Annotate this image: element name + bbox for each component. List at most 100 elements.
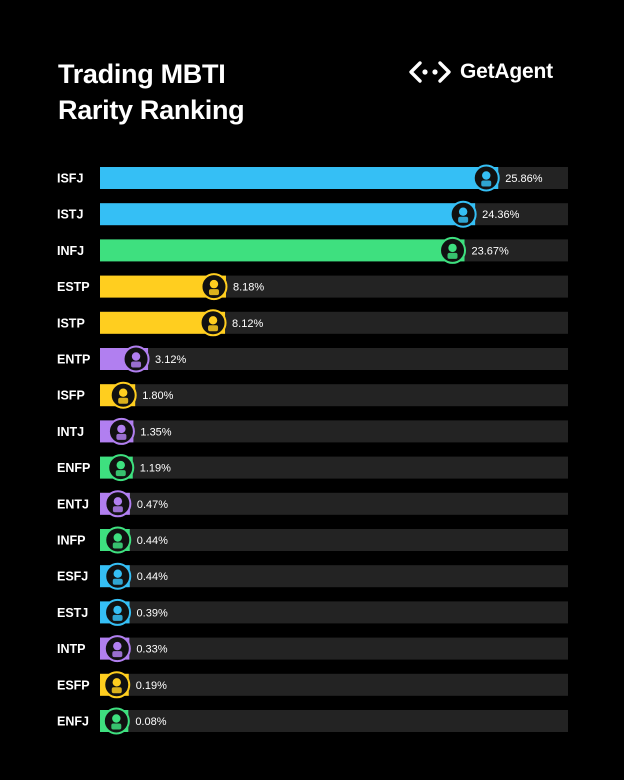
category-label: ENFP (57, 461, 90, 475)
bar-row-infj: INFJ 23.67% (57, 236, 568, 264)
value-label: 0.39% (137, 607, 168, 619)
page-title: Trading MBTI Rarity Ranking (58, 56, 245, 128)
category-label: INTJ (57, 425, 84, 439)
value-label: 1.35% (140, 426, 171, 438)
value-label: 8.18% (233, 282, 264, 294)
avatar-body (481, 180, 492, 187)
avatar-body (111, 723, 122, 730)
bar (100, 239, 465, 262)
avatar-head (208, 316, 218, 325)
avatar-body (112, 506, 123, 513)
category-label: ISFP (57, 389, 85, 403)
category-label: ENTJ (57, 497, 89, 511)
bar-row-entj: ENTJ 0.47% (57, 490, 568, 518)
category-label: ISFJ (57, 172, 83, 186)
avatar-body (112, 542, 123, 549)
avatar-body (208, 289, 219, 296)
avatar-head (458, 207, 468, 216)
bar-track (100, 529, 568, 551)
category-label: INTP (57, 642, 85, 656)
avatar-body (112, 651, 123, 658)
bar-track (100, 492, 568, 515)
brand-logo: GetAgent (408, 58, 553, 86)
avatar-head (482, 171, 491, 180)
avatar-head (112, 714, 121, 723)
value-label: 0.44% (137, 571, 168, 583)
bar-row-istp: ISTP 8.12% (57, 309, 568, 337)
brand-name: GetAgent (460, 60, 553, 83)
title-line-1: Trading MBTI (58, 59, 226, 89)
value-label: 24.36% (482, 209, 520, 221)
avatar-head (117, 424, 126, 434)
avatar-head (209, 279, 219, 289)
bar-track (100, 456, 568, 479)
bar-row-enfp: ENFP 1.19% (57, 454, 568, 482)
bar-row-intp: INTP 0.33% (57, 635, 568, 663)
avatar-body (116, 433, 127, 440)
value-label: 8.12% (232, 318, 263, 330)
bar-row-esfj: ESFJ 0.44% (57, 562, 568, 590)
category-label: ENTP (57, 353, 90, 367)
avatar-body (115, 470, 126, 477)
bar-track (100, 565, 568, 588)
avatar-body (111, 687, 122, 694)
bar-track (100, 637, 568, 660)
value-label: 3.12% (155, 354, 186, 366)
value-label: 1.19% (140, 463, 171, 475)
bar-row-enfj: ENFJ 0.08% (57, 707, 568, 735)
avatar-head (131, 352, 141, 361)
bar-row-isfp: ISFP 1.80% (57, 381, 568, 409)
category-label: INFP (57, 534, 85, 548)
bar-track (100, 384, 568, 407)
category-label: ENFJ (57, 715, 89, 729)
category-label: ESFP (57, 678, 90, 692)
category-label: ISTP (57, 316, 85, 330)
bar-row-infp: INFP 0.44% (57, 526, 568, 554)
avatar-head (116, 460, 125, 470)
avatar-head (113, 497, 123, 506)
avatar-body (208, 325, 219, 332)
bar-track (100, 601, 568, 624)
avatar-head (113, 569, 122, 578)
category-label: INFJ (57, 244, 84, 258)
bar-row-entp: ENTP 3.12% (57, 345, 568, 373)
bar-row-esfp: ESFP 0.19% (57, 671, 568, 699)
category-label: ISTJ (57, 208, 83, 222)
avatar-head (113, 533, 122, 542)
avatar-body (131, 361, 142, 368)
bar (100, 311, 226, 334)
value-label: 0.08% (135, 716, 166, 728)
avatar-head (112, 678, 121, 687)
title-line-2: Rarity Ranking (58, 95, 245, 125)
value-label: 0.44% (137, 535, 168, 547)
category-label: ESTJ (57, 606, 88, 620)
value-label: 25.86% (505, 173, 543, 185)
getagent-logo-icon (409, 61, 451, 83)
value-label: 0.47% (137, 499, 168, 511)
avatar-body (458, 216, 469, 223)
bar (100, 275, 226, 298)
value-label: 0.19% (136, 680, 167, 692)
value-label: 1.80% (142, 390, 173, 402)
avatar-body (447, 252, 458, 259)
bar-row-estj: ESTJ 0.39% (57, 598, 568, 626)
bar-track (100, 710, 568, 732)
bar-row-isfj: ISFJ 25.86% (57, 164, 568, 192)
avatar-head (448, 243, 457, 253)
avatar-body (112, 614, 123, 621)
category-label: ESFJ (57, 570, 88, 584)
category-label: ESTP (57, 280, 90, 294)
bar-track (100, 673, 568, 696)
bar (100, 203, 476, 226)
bar-row-istj: ISTJ 24.36% (57, 200, 568, 228)
avatar-head (113, 605, 122, 615)
bar-row-estp: ESTP 8.18% (57, 273, 568, 301)
bar-track (100, 348, 568, 370)
value-label: 23.67% (472, 245, 510, 257)
avatar-body (112, 578, 123, 585)
avatar-body (118, 397, 129, 404)
bar-track (100, 420, 568, 443)
avatar-head (119, 388, 128, 397)
bar (100, 167, 499, 189)
